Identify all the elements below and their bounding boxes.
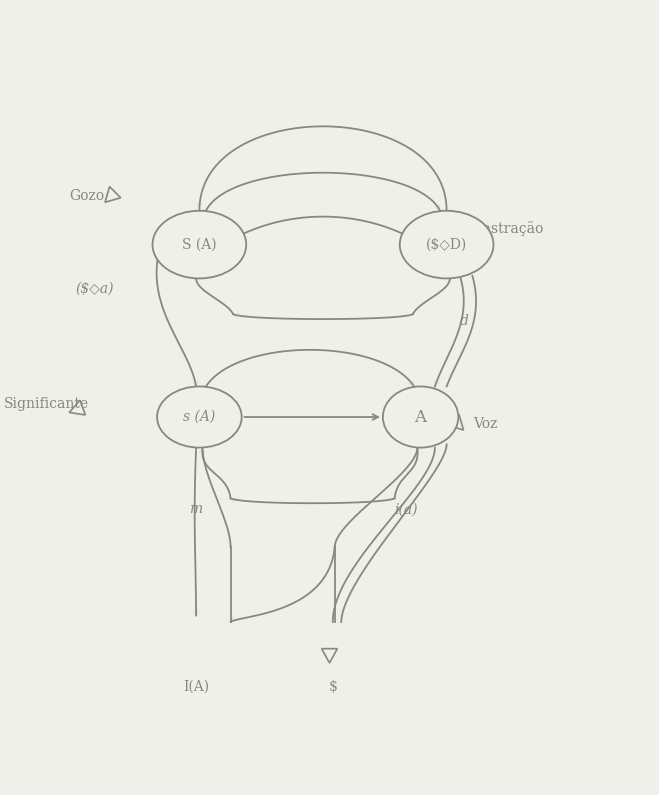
Text: m: m xyxy=(190,502,202,517)
Text: ($◇D): ($◇D) xyxy=(426,238,467,251)
Text: ($◇a): ($◇a) xyxy=(76,281,114,295)
Text: Voz: Voz xyxy=(473,417,497,431)
Text: s (A): s (A) xyxy=(183,410,215,424)
Text: Significante: Significante xyxy=(4,397,89,411)
Text: Castração: Castração xyxy=(473,221,544,236)
Text: d: d xyxy=(459,314,469,328)
Ellipse shape xyxy=(157,386,242,448)
Text: i(a): i(a) xyxy=(395,502,418,517)
Ellipse shape xyxy=(383,386,458,448)
Text: I(A): I(A) xyxy=(183,680,209,694)
Text: Gozo: Gozo xyxy=(69,188,104,203)
Text: S (A): S (A) xyxy=(182,238,217,251)
Text: $: $ xyxy=(328,680,337,694)
Text: A: A xyxy=(415,409,426,425)
Ellipse shape xyxy=(152,211,246,278)
Ellipse shape xyxy=(400,211,494,278)
